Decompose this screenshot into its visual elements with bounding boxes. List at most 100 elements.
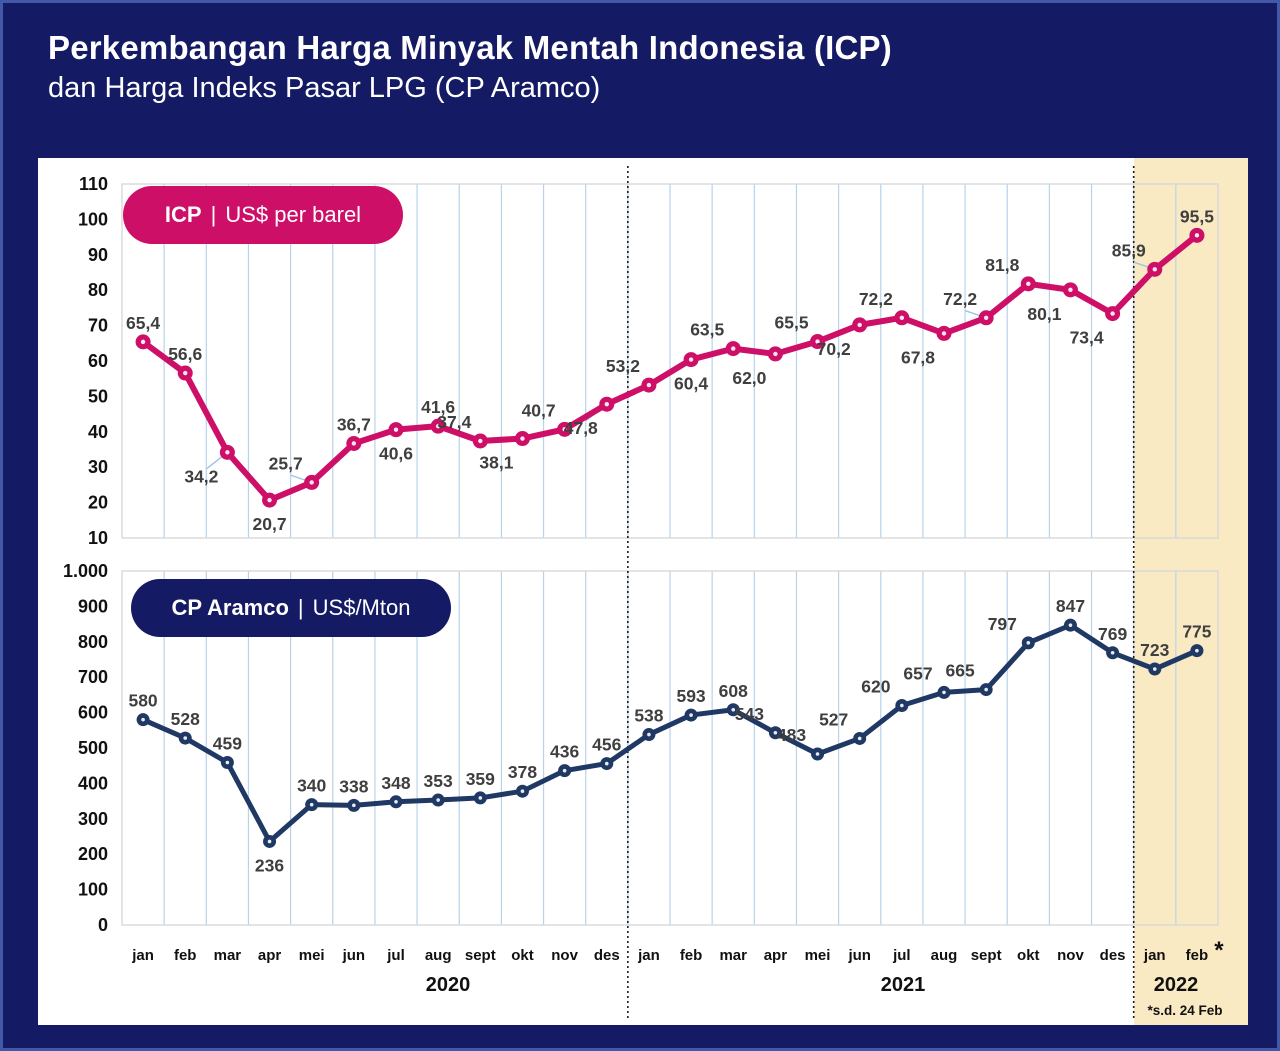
icp-badge-unit: US$ per barel (225, 202, 362, 227)
cp-aramco-data-point-label: 348 (381, 773, 410, 793)
month-label: mar (214, 947, 242, 964)
data-point-center-dot (267, 839, 272, 844)
data-point-center-dot (646, 382, 652, 388)
y-tick-label: 800 (78, 632, 108, 652)
data-point-center-dot (183, 736, 188, 740)
month-label: jan (131, 947, 154, 964)
month-label: mar (719, 947, 747, 964)
data-point-center-dot (351, 441, 357, 446)
data-point-center-dot (983, 315, 989, 321)
month-label: des (1100, 947, 1126, 964)
data-point-center-dot (393, 427, 399, 432)
cp-aramco-data-point-label: 543 (735, 704, 764, 724)
highlight-2022-band (1133, 158, 1248, 1025)
data-point-center-dot (141, 717, 145, 722)
data-point-center-dot (225, 760, 230, 765)
data-point-center-dot (309, 802, 314, 807)
chart-panel: ICP | US$ per barel CP Aramco | US$/Mton… (38, 158, 1248, 1025)
icp-data-point-label: 34,2 (184, 466, 218, 486)
y-tick-label: 50 (88, 386, 108, 406)
month-label: mei (805, 947, 831, 964)
icp-data-point-label: 65,5 (775, 313, 809, 333)
data-point-center-dot (394, 800, 398, 804)
year-label: 2021 (881, 974, 926, 996)
icp-data-point-label: 20,7 (253, 514, 287, 534)
icp-data-point-label: 62,0 (732, 368, 766, 388)
data-point-center-dot (1194, 233, 1200, 238)
cp-aramco-data-point-label: 775 (1182, 622, 1211, 642)
y-tick-label: 100 (78, 209, 108, 229)
data-point-center-dot (478, 796, 483, 800)
y-tick-label: 300 (78, 809, 108, 829)
month-label: nov (551, 947, 578, 964)
month-label: mei (299, 947, 325, 964)
month-label: jun (847, 947, 871, 964)
data-point-center-dot (984, 687, 988, 692)
y-tick-label: 60 (88, 351, 108, 371)
data-point-center-dot (436, 798, 440, 802)
icp-data-point-label: 25,7 (269, 453, 303, 473)
cp-aramco-data-point-label: 538 (634, 706, 663, 726)
icp-line (140, 232, 1200, 504)
icp-data-point-label: 65,4 (126, 313, 160, 333)
cp-aramco-data-point-label: 769 (1098, 624, 1127, 644)
cp-aramco-series-badge: CP Aramco | US$/Mton (131, 579, 451, 637)
month-label: sept (971, 947, 1002, 964)
icp-data-point-label: 40,6 (379, 444, 413, 464)
data-point-center-dot (647, 732, 651, 737)
data-point-center-dot (520, 436, 525, 441)
data-point-center-dot (857, 736, 862, 741)
month-label: nov (1057, 947, 1084, 964)
icp-data-point-label: 70,2 (817, 339, 851, 359)
data-point-center-dot (1026, 641, 1031, 645)
month-label: jan (637, 947, 660, 964)
data-point-center-dot (604, 401, 609, 407)
data-point-center-dot (183, 370, 188, 376)
data-point-center-dot (478, 438, 483, 444)
cp-aramco-data-point-label: 340 (297, 776, 326, 796)
y-tick-label: 30 (88, 457, 108, 477)
data-point-center-dot (1152, 267, 1157, 272)
month-label: aug (425, 947, 452, 964)
month-label: jul (386, 947, 405, 964)
cp-aramco-data-point-label: 593 (676, 686, 705, 706)
data-point-center-dot (352, 803, 356, 808)
cp-aramco-data-point-label: 797 (988, 614, 1017, 634)
cp-aramco-data-point-label: 483 (777, 725, 806, 745)
cp-aramco-data-point-label: 665 (946, 661, 975, 681)
y-tick-label: 110 (79, 174, 108, 194)
y-tick-label: 600 (78, 703, 108, 723)
month-label: aug (931, 947, 958, 964)
cp-aramco-data-point-label: 436 (550, 742, 579, 762)
cp-aramco-data-point-label: 620 (861, 677, 890, 697)
icp-data-point-label: 72,2 (859, 289, 893, 309)
data-point-center-dot (815, 752, 820, 756)
icp-data-point-label: 37,4 (437, 412, 471, 432)
y-tick-label: 500 (78, 738, 108, 758)
month-label: okt (1017, 947, 1040, 964)
data-point-center-dot (140, 339, 146, 345)
plot-border (121, 570, 1219, 926)
y-tick-label: 0 (98, 915, 108, 935)
data-point-center-dot (899, 315, 905, 321)
cp-badge-unit: US$/Mton (312, 595, 411, 620)
y-tick-label: 80 (88, 280, 108, 300)
cp-aramco-data-point-label: 847 (1056, 596, 1085, 616)
y-tick-label: 40 (88, 422, 108, 442)
icp-data-point-label: 80,1 (1027, 304, 1061, 324)
icp-data-point-label: 40,7 (522, 400, 556, 420)
data-point-center-dot (942, 690, 946, 695)
icp-data-point-label: 56,6 (168, 344, 202, 364)
asterisk-marker: * (1214, 937, 1224, 964)
data-point-center-dot (1110, 650, 1115, 655)
data-point-center-dot (900, 703, 904, 708)
y-tick-label: 1.000 (63, 561, 108, 581)
y-tick-label: 200 (78, 844, 108, 864)
data-point-center-dot (1195, 648, 1199, 653)
cp-aramco-data-point-label: 359 (466, 769, 495, 789)
y-tick-label: 700 (78, 667, 108, 687)
y-tick-label: 90 (88, 245, 108, 265)
data-point-center-dot (1026, 281, 1031, 287)
month-label: okt (511, 947, 534, 964)
icp-data-point-label: 36,7 (337, 414, 371, 434)
